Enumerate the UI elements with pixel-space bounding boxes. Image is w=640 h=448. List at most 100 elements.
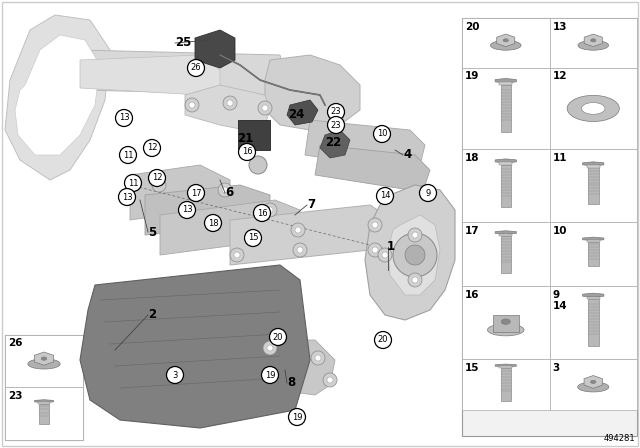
Bar — [462, 18, 637, 436]
Polygon shape — [80, 265, 310, 428]
Polygon shape — [495, 78, 516, 83]
Circle shape — [188, 185, 205, 202]
Circle shape — [230, 248, 244, 262]
Text: 15: 15 — [248, 233, 259, 242]
Polygon shape — [582, 293, 604, 297]
Text: 26: 26 — [191, 64, 202, 73]
Bar — [500, 368, 511, 401]
Circle shape — [295, 227, 301, 233]
Text: 16: 16 — [257, 208, 268, 217]
Text: 20: 20 — [273, 332, 284, 341]
Circle shape — [185, 98, 199, 112]
Circle shape — [408, 273, 422, 287]
Circle shape — [315, 355, 321, 361]
Circle shape — [120, 146, 136, 164]
Circle shape — [189, 102, 195, 108]
Bar — [39, 404, 49, 424]
Text: 13: 13 — [118, 113, 129, 122]
Circle shape — [393, 233, 437, 277]
Bar — [550, 68, 637, 149]
Polygon shape — [15, 35, 100, 155]
Polygon shape — [287, 100, 318, 125]
Text: 4: 4 — [403, 148, 412, 161]
Circle shape — [262, 105, 268, 111]
Text: 10: 10 — [552, 226, 567, 236]
Text: 25: 25 — [175, 36, 191, 49]
Text: 6: 6 — [225, 186, 233, 199]
Circle shape — [223, 96, 237, 110]
Text: 9: 9 — [426, 189, 431, 198]
Polygon shape — [365, 185, 455, 320]
Ellipse shape — [578, 382, 609, 392]
Bar — [5, 335, 83, 388]
Bar — [500, 236, 511, 273]
Circle shape — [263, 341, 277, 355]
Circle shape — [368, 218, 382, 232]
Bar — [588, 242, 598, 266]
Circle shape — [143, 139, 161, 156]
Text: 22: 22 — [325, 137, 341, 150]
Circle shape — [222, 187, 228, 193]
Bar — [462, 359, 550, 410]
Circle shape — [258, 101, 272, 115]
Bar — [462, 222, 550, 286]
Circle shape — [293, 243, 307, 257]
Polygon shape — [584, 375, 602, 388]
Circle shape — [374, 125, 390, 142]
Circle shape — [311, 351, 325, 365]
Circle shape — [382, 252, 388, 258]
Bar — [586, 297, 600, 299]
Text: 15: 15 — [465, 362, 479, 373]
Circle shape — [412, 277, 418, 283]
Bar — [499, 366, 513, 368]
Bar — [499, 234, 513, 236]
Circle shape — [328, 116, 344, 134]
Circle shape — [156, 182, 162, 188]
Polygon shape — [160, 200, 300, 255]
Bar — [550, 286, 637, 359]
Bar — [586, 165, 600, 168]
Bar — [550, 18, 637, 68]
Ellipse shape — [567, 95, 620, 121]
Text: 2: 2 — [148, 309, 156, 322]
Text: 17: 17 — [465, 226, 479, 236]
Bar — [462, 68, 550, 149]
Circle shape — [263, 203, 277, 217]
Bar — [5, 335, 83, 440]
Polygon shape — [265, 55, 360, 130]
Bar — [588, 168, 598, 204]
Text: 10: 10 — [377, 129, 387, 138]
Text: 494281: 494281 — [604, 434, 635, 443]
Circle shape — [244, 229, 262, 246]
Circle shape — [328, 103, 344, 121]
Bar — [493, 315, 518, 332]
Bar — [499, 82, 513, 85]
Text: 3: 3 — [552, 362, 560, 373]
Ellipse shape — [578, 40, 609, 50]
Polygon shape — [130, 165, 230, 220]
Text: 12: 12 — [552, 71, 567, 81]
Circle shape — [378, 248, 392, 262]
Circle shape — [227, 100, 233, 106]
Polygon shape — [230, 205, 385, 265]
Circle shape — [269, 328, 287, 345]
Bar — [500, 164, 511, 207]
Polygon shape — [495, 364, 516, 367]
Circle shape — [253, 204, 271, 221]
Text: 11: 11 — [123, 151, 133, 159]
Polygon shape — [305, 120, 425, 170]
Circle shape — [249, 156, 267, 174]
Polygon shape — [5, 15, 110, 180]
Circle shape — [376, 188, 394, 204]
Circle shape — [408, 228, 422, 242]
Circle shape — [218, 183, 232, 197]
Polygon shape — [497, 34, 515, 47]
Ellipse shape — [41, 357, 47, 360]
Bar — [550, 359, 637, 410]
Circle shape — [327, 377, 333, 383]
Polygon shape — [315, 145, 430, 190]
Polygon shape — [495, 231, 516, 234]
Text: 16: 16 — [465, 289, 479, 300]
Text: 11: 11 — [128, 178, 138, 188]
Bar — [38, 402, 50, 404]
